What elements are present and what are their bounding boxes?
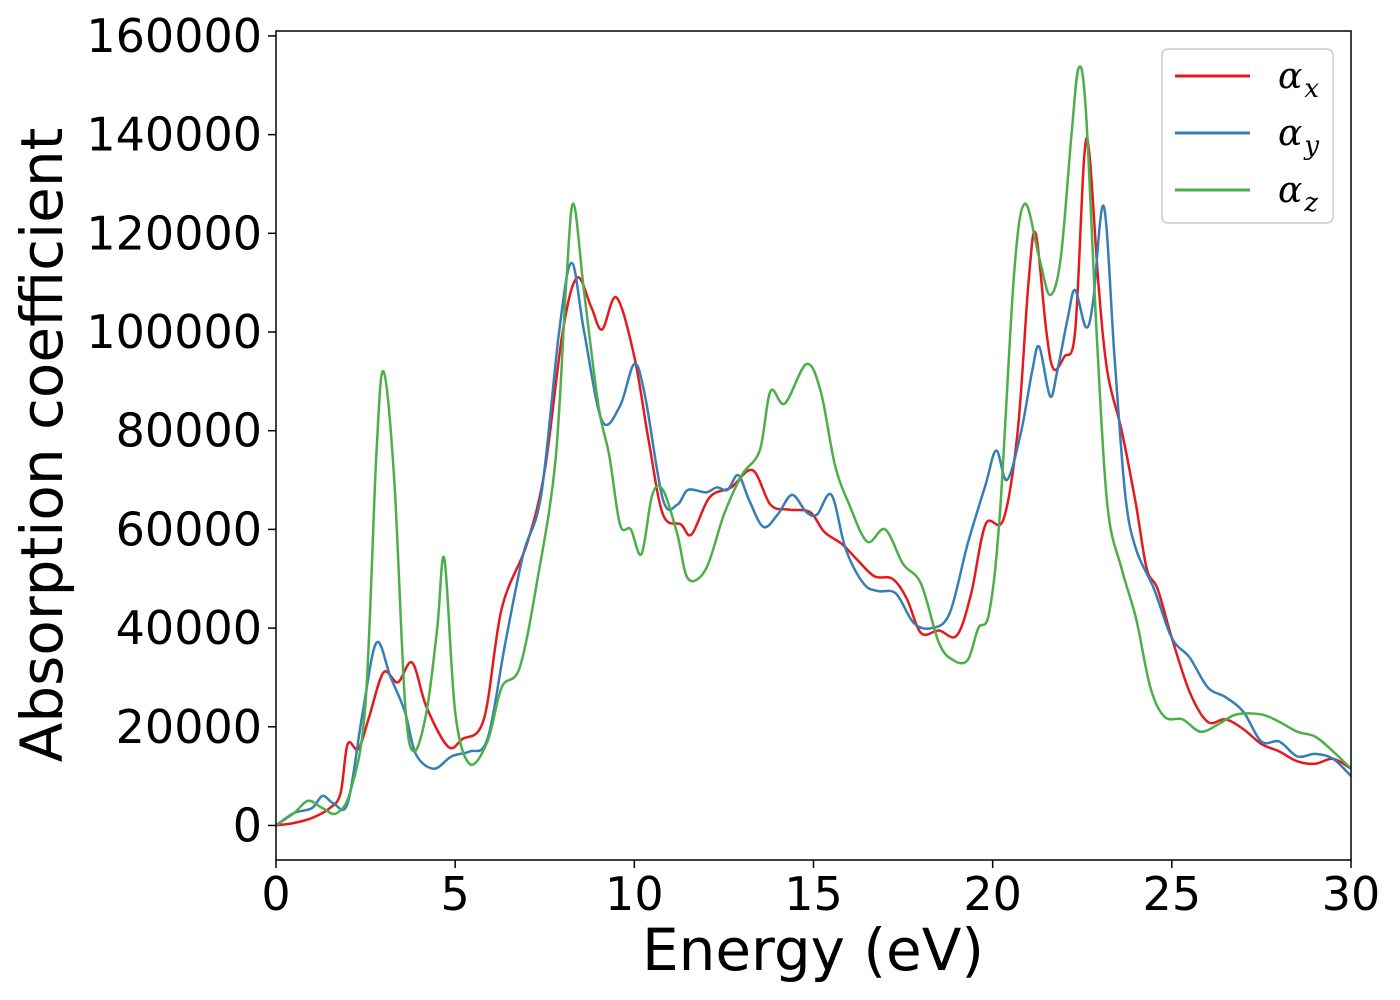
x-tick-label: 10 <box>605 867 664 921</box>
y-axis: 0 20000 40000 60000 80000 100000 120000 140000 1… <box>86 9 276 852</box>
x-axis: 0 5 10 15 20 25 30 <box>261 860 1380 921</box>
x-tick-label: 0 <box>261 867 290 921</box>
series-line-x <box>276 136 1351 827</box>
series-layer <box>276 65 1351 827</box>
x-tick-label: 5 <box>441 867 470 921</box>
y-tick-label: 40000 <box>116 601 262 655</box>
y-tick-label: 0 <box>233 798 262 852</box>
y-tick-label: 140000 <box>86 108 262 162</box>
x-tick-label: 15 <box>784 867 843 921</box>
x-axis-title: Energy (eV) <box>642 916 984 984</box>
y-axis-title: Absorption coefficient <box>8 128 76 763</box>
y-tick-label: 80000 <box>116 404 262 458</box>
y-tick-label: 120000 <box>86 206 262 260</box>
y-tick-label: 160000 <box>86 9 262 63</box>
y-tick-label: 100000 <box>86 305 262 359</box>
legend-box <box>1161 48 1334 224</box>
x-tick-label: 25 <box>1143 867 1202 921</box>
y-tick-label: 20000 <box>116 700 262 754</box>
x-tick-label: 30 <box>1322 867 1381 921</box>
x-tick-label: 20 <box>963 867 1022 921</box>
y-tick-label: 60000 <box>116 502 262 556</box>
series-line-z <box>276 65 1351 827</box>
